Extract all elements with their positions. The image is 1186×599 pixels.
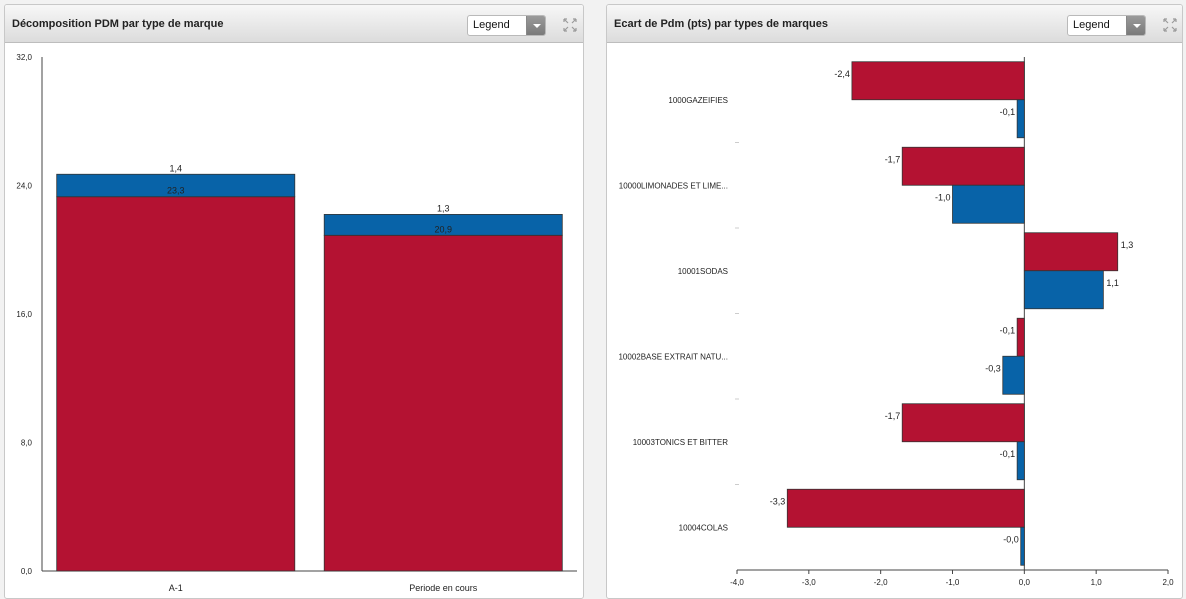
x-tick-label: -2,0 xyxy=(874,578,888,587)
expand-icon[interactable] xyxy=(1162,17,1178,33)
right-legend-label: Legend xyxy=(1073,19,1110,31)
horizontal-bar xyxy=(1016,99,1025,139)
x-tick-label: 2,0 xyxy=(1162,578,1174,587)
x-tick-label: A-1 xyxy=(169,583,183,593)
data-label: 20,9 xyxy=(434,224,452,234)
data-label: -3,3 xyxy=(770,496,786,506)
data-label: -0,0 xyxy=(1003,534,1019,544)
left-legend-label: Legend xyxy=(473,19,510,31)
stacked-bar-segment xyxy=(323,234,563,572)
right-panel-header: Ecart de Pdm (pts) par types de marques … xyxy=(607,5,1182,43)
chevron-down-icon[interactable] xyxy=(1126,16,1145,35)
horizontal-bar xyxy=(952,184,1025,224)
data-label: -0,3 xyxy=(985,363,1001,373)
x-tick-label: 0,0 xyxy=(1019,578,1031,587)
x-tick-label: -1,0 xyxy=(946,578,960,587)
left-panel-header: Décomposition PDM par type de marque Leg… xyxy=(5,5,583,43)
y-tick-label: 10003TONICS ET BITTER xyxy=(633,438,729,447)
data-label: 1,1 xyxy=(1106,278,1119,288)
stacked-bar-segment xyxy=(56,173,296,198)
data-label: -1,0 xyxy=(935,192,951,202)
horizontal-bar xyxy=(901,403,1025,443)
y-tick-label: 10002BASE EXTRAIT NATU... xyxy=(618,352,728,361)
x-tick-label: Periode en cours xyxy=(409,583,478,593)
stacked-bar-segment xyxy=(56,196,296,572)
x-tick-label: 1,0 xyxy=(1091,578,1103,587)
x-tick-label: -4,0 xyxy=(730,578,744,587)
horizontal-bar xyxy=(1002,355,1025,395)
y-tick-label: 16,0 xyxy=(16,310,32,319)
horizontal-bar xyxy=(851,61,1025,101)
right-chart-panel: Ecart de Pdm (pts) par types de marques … xyxy=(606,4,1183,599)
y-tick-label: 1000GAZEIFIES xyxy=(668,96,728,105)
x-tick-label: -3,0 xyxy=(802,578,816,587)
horizontal-bar-chart: -4,0 -3,0 -2,0 -1,0 0,0 1,0 2,0 1000GAZEIFIES -2… xyxy=(618,57,1174,587)
horizontal-bar xyxy=(901,146,1025,186)
horizontal-bar xyxy=(1016,317,1025,357)
y-tick-label: 10004COLAS xyxy=(679,523,728,532)
data-label: -0,1 xyxy=(1000,107,1016,117)
chevron-down-icon[interactable] xyxy=(526,16,545,35)
left-legend-dropdown[interactable]: Legend xyxy=(467,15,546,36)
y-tick-label: 0,0 xyxy=(21,567,33,576)
data-label: 1,3 xyxy=(437,203,450,213)
data-label: 1,4 xyxy=(169,163,182,173)
left-chart-panel: Décomposition PDM par type de marque Leg… xyxy=(4,4,584,599)
horizontal-bar xyxy=(1023,270,1104,310)
y-tick-label: 32,0 xyxy=(16,53,32,62)
left-panel-title: Décomposition PDM par type de marque xyxy=(12,18,224,30)
horizontal-bar xyxy=(786,488,1025,528)
horizontal-bar xyxy=(1020,526,1025,566)
stacked-bar-segment xyxy=(323,214,563,236)
data-label: -1,7 xyxy=(885,154,901,164)
right-legend-dropdown[interactable]: Legend xyxy=(1067,15,1146,36)
data-label: 1,3 xyxy=(1121,240,1134,250)
horizontal-bar xyxy=(1016,441,1025,481)
data-label: -0,1 xyxy=(1000,325,1016,335)
y-tick-label: 24,0 xyxy=(16,182,32,191)
data-label: 23,3 xyxy=(167,186,185,196)
horizontal-bar xyxy=(1023,232,1119,272)
stacked-bar-chart: 0,0 8,0 16,0 24,0 32,0 23,3 1,4 A-1 20,9 1,3 Perio… xyxy=(16,53,577,593)
expand-icon[interactable] xyxy=(562,17,578,33)
y-tick-label: 8,0 xyxy=(21,439,33,448)
right-panel-title: Ecart de Pdm (pts) par types de marques xyxy=(614,18,828,30)
data-label: -2,4 xyxy=(834,69,850,79)
data-label: -0,1 xyxy=(1000,449,1016,459)
y-tick-label: 10001SODAS xyxy=(678,267,728,276)
data-label: -1,7 xyxy=(885,411,901,421)
y-tick-label: 10000LIMONADES ET LIME... xyxy=(619,181,728,190)
